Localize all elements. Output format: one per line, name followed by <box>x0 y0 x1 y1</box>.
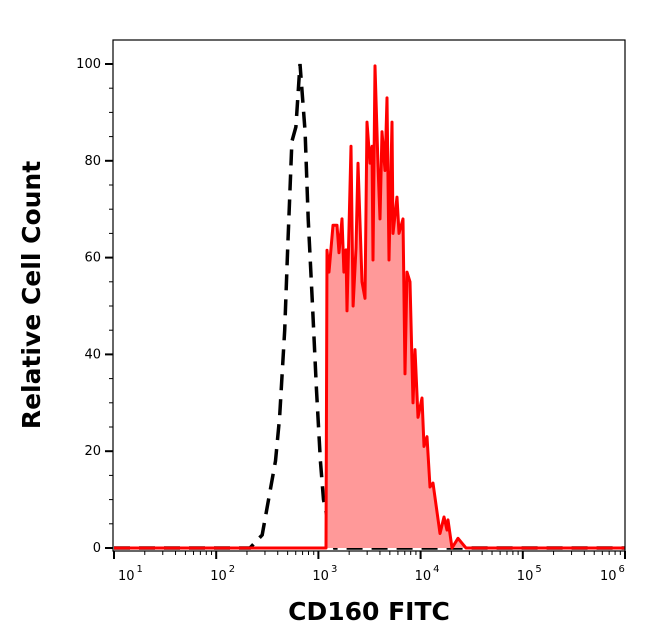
x-tick-label: 10 5 <box>517 564 542 584</box>
y-tick-label: 60 <box>84 251 101 266</box>
y-tick-label: 0 <box>93 541 101 556</box>
y-tick-label: 40 <box>84 347 101 362</box>
x-tick-label: 10 1 <box>118 564 143 584</box>
y-axis-title: Relative Cell Count <box>17 161 46 429</box>
x-tick-label: 10 2 <box>210 564 235 584</box>
y-tick-label: 100 <box>76 57 101 72</box>
plot-frame <box>112 39 626 552</box>
cd160-histogram-line <box>114 64 625 550</box>
isotype-control-dashed-line <box>114 63 625 550</box>
cd160-fill-area <box>114 65 625 549</box>
axis-layer: 0 20 40 60 80 100 10 1 10 2 10 3 10 4 10 5 10 6 <box>76 57 626 584</box>
x-tick-label: 10 3 <box>312 564 337 584</box>
series-layer <box>114 63 625 550</box>
x-axis-title: CD160 FITC <box>288 597 450 626</box>
x-tick-label: 10 6 <box>600 564 625 584</box>
y-tick-label: 20 <box>84 444 101 459</box>
x-tick-label: 10 4 <box>415 564 440 584</box>
y-tick-label: 80 <box>84 154 101 169</box>
